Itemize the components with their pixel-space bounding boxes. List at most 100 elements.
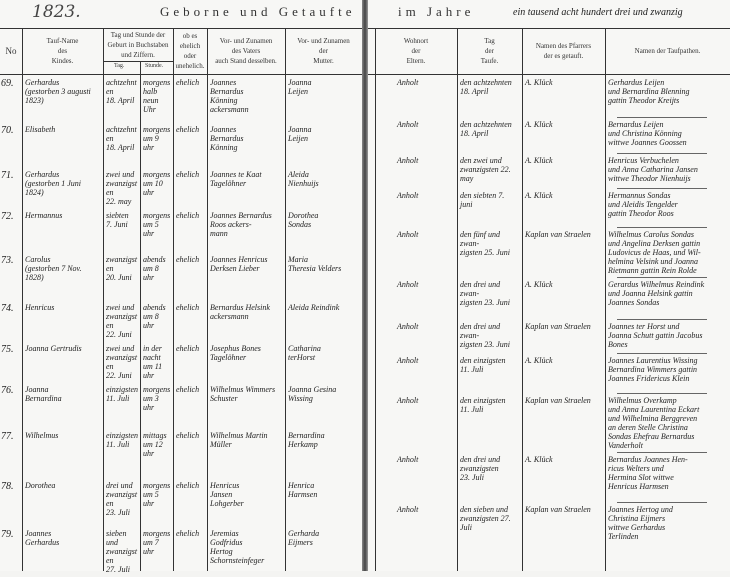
cell-no: 71. bbox=[1, 170, 14, 181]
cell-residence: Anholt bbox=[397, 78, 419, 87]
register-row: Anholt den achtzehnten 18. April A. Klück G… bbox=[368, 76, 730, 118]
cell-day: zwei und zwanzigsten 22. may bbox=[106, 170, 138, 206]
cell-day: sieben und zwanzigsten 27. Juli bbox=[106, 529, 138, 574]
cell-hour: morgens halb neun Uhr bbox=[143, 78, 171, 114]
divider bbox=[368, 28, 730, 29]
cell-day: drei und zwanzigsten 23. Juli bbox=[106, 481, 138, 517]
cell-father: Josephus Bones Tagelöhner bbox=[210, 344, 261, 362]
cell-name: Joanna Bernardina bbox=[25, 385, 62, 403]
cell-residence: Anholt bbox=[397, 280, 419, 289]
cell-baptism: den drei und zwanzigsten 23. Juli bbox=[460, 455, 501, 482]
cell-godparents: Wilhelmus Carolus Sondas und Angelina De… bbox=[605, 228, 730, 278]
cell-priest: A. Klück bbox=[525, 455, 553, 464]
cell-no: 73. bbox=[1, 255, 14, 266]
cell-hour: in der nacht um 11 uhr bbox=[143, 344, 163, 380]
column-rule bbox=[22, 28, 23, 571]
cell-legit: ehelich bbox=[176, 255, 200, 264]
cell-baptism: den einzigsten 11. Juli bbox=[460, 396, 506, 414]
cell-legit: ehelich bbox=[176, 529, 200, 538]
register-row: 74. Henricus zwei und zwanzigsten 22. Juni… bbox=[0, 301, 362, 342]
right-page-title: im Jahre bbox=[398, 4, 475, 19]
cell-baptism: den siebten 7. juni bbox=[460, 191, 505, 209]
column-rule bbox=[103, 28, 104, 571]
cell-residence: Anholt bbox=[397, 455, 419, 464]
cell-no: 70. bbox=[1, 125, 14, 136]
cell-name: Wilhelmus bbox=[25, 431, 59, 440]
cell-baptism: den einzigsten 11. Juli bbox=[460, 356, 506, 374]
register-row: Anholt den drei und zwan- zigsten 23. Jun… bbox=[368, 278, 730, 320]
header-birth-day: Tag. bbox=[114, 63, 125, 69]
register-row: Anholt den achtzehnten 18. April A. Klück B… bbox=[368, 118, 730, 154]
cell-day: achtzehnten 18. April bbox=[106, 78, 137, 105]
cell-hour: morgens um 9 uhr bbox=[143, 125, 171, 152]
cell-father: Henricus Jansen Lohgerber bbox=[210, 481, 244, 508]
register-row: 70. Elisabeth achtzehnten 18. April morgens… bbox=[0, 123, 362, 168]
cell-day: zwei und zwanzigsten 22. Juni bbox=[106, 344, 138, 380]
divider bbox=[0, 28, 362, 29]
cell-no: 75. bbox=[1, 344, 14, 355]
cell-legit: ehelich bbox=[176, 125, 200, 134]
cell-legit: ehelich bbox=[176, 344, 200, 353]
cell-hour: mittags um 12 uhr bbox=[143, 431, 167, 458]
cell-hour: morgens um 3 uhr bbox=[143, 385, 171, 412]
margin-spacer bbox=[368, 320, 375, 354]
cell-name: Elisabeth bbox=[25, 125, 56, 134]
cell-legit: ehelich bbox=[176, 170, 200, 179]
margin-spacer bbox=[368, 453, 375, 503]
cell-mother: Aleida Nienhuijs bbox=[288, 170, 319, 188]
cell-day: achtzehnten 18. April bbox=[106, 125, 137, 152]
cell-day: zwei und zwanzigsten 22. Juni bbox=[106, 303, 138, 339]
cell-priest: Kaplan van Straelen bbox=[525, 322, 591, 331]
cell-baptism: den zwei und zwanzigsten 22. may bbox=[460, 156, 511, 183]
book-gutter bbox=[362, 0, 368, 571]
cell-mother: Henrica Harmsen bbox=[288, 481, 318, 499]
cell-mother: Gerharda Eijmers bbox=[288, 529, 320, 547]
cell-hour: abends um 8 uhr bbox=[143, 255, 166, 282]
cell-father: Joannes Bernardus Könning ackersmann bbox=[210, 78, 249, 114]
cell-godparents: Bernardus Leijen und Christina Könning w… bbox=[605, 118, 730, 154]
cell-name: Joanna Gertrudis bbox=[25, 344, 82, 353]
cell-residence: Anholt bbox=[397, 356, 419, 365]
margin-spacer bbox=[368, 354, 375, 394]
cell-no: 69. bbox=[1, 78, 14, 89]
cell-baptism: den fünf und zwan- zigsten 25. Juni bbox=[460, 230, 510, 257]
cell-baptism: den sieben und zwanzigsten 27. Juli bbox=[460, 505, 511, 532]
cell-godparents: Hermannus Sondas und Aleidis Tengelder g… bbox=[605, 189, 730, 228]
header-father: Vor- und Zunamen des Vaters auch Stand d… bbox=[215, 37, 277, 65]
cell-priest: A. Klück bbox=[525, 191, 553, 200]
cell-priest: A. Klück bbox=[525, 78, 553, 87]
cell-residence: Anholt bbox=[397, 120, 419, 129]
cell-legit: ehelich bbox=[176, 481, 200, 490]
cell-name: Gerhardus (gestorben 1 Juni 1824) bbox=[25, 170, 81, 197]
column-rule bbox=[605, 28, 606, 571]
header-birth: Tag und Stunde der Geburt in Buchstaben … bbox=[107, 31, 169, 59]
cell-residence: Anholt bbox=[397, 230, 419, 239]
divider bbox=[103, 61, 173, 62]
column-rule bbox=[207, 28, 208, 571]
cell-no: 79. bbox=[1, 529, 14, 540]
cell-mother: Joanna Gesina Wissing bbox=[288, 385, 337, 403]
register-row: 72. Hermannus siebten 7. Juni morgens um 5 … bbox=[0, 209, 362, 253]
cell-name: Dorothea bbox=[25, 481, 56, 490]
cell-priest: Kaplan van Straelen bbox=[525, 505, 591, 514]
cell-residence: Anholt bbox=[397, 191, 419, 200]
cell-godparents: Henricus Verbuchelen und Anna Catharina … bbox=[605, 154, 730, 189]
register-row: 75. Joanna Gertrudis zwei und zwanzigsten … bbox=[0, 342, 362, 383]
cell-hour: morgens um 5 uhr bbox=[143, 211, 171, 238]
column-rule bbox=[173, 28, 174, 571]
cell-no: 77. bbox=[1, 431, 14, 442]
cell-priest: Kaplan van Straelen bbox=[525, 396, 591, 405]
cell-mother: Maria Theresia Velders bbox=[288, 255, 342, 273]
cell-priest: A. Klück bbox=[525, 156, 553, 165]
cell-mother: Catharina terHorst bbox=[288, 344, 321, 362]
header-birth-hour: Stunde. bbox=[145, 63, 164, 69]
margin-spacer bbox=[368, 503, 375, 544]
column-rule bbox=[140, 61, 141, 571]
header-priest: Namen des Pfarrers der es getauft. bbox=[535, 42, 592, 60]
cell-day: zwanzigsten 20. Juni bbox=[106, 255, 138, 282]
cell-no: 78. bbox=[1, 481, 14, 492]
cell-name: Gerhardus (gestorben 3 augusti 1823) bbox=[25, 78, 91, 105]
cell-godparents: Bernardus Joannes Hen- ricus Welters und… bbox=[605, 453, 730, 503]
header-mother: Vor- und Zunamen der Mutter. bbox=[297, 37, 350, 65]
header-child-name: Tauf-Name des Kindes. bbox=[46, 37, 79, 65]
